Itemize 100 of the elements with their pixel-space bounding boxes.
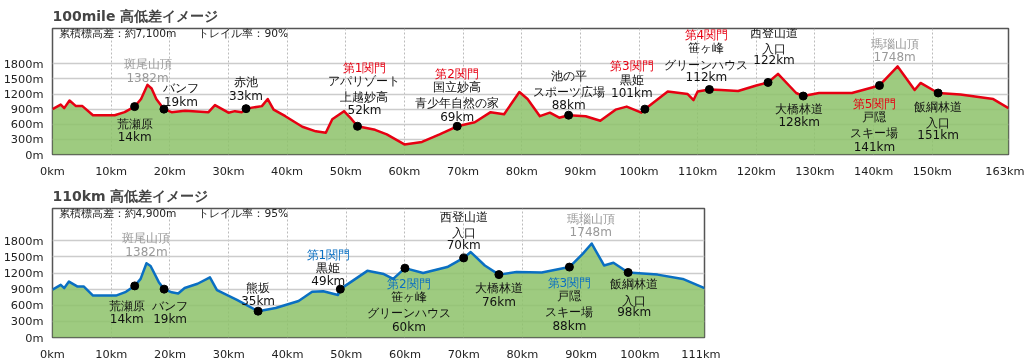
annotation: 1382m [125,245,168,260]
annotation: 88km [552,319,587,334]
annotation: 52km [347,103,382,118]
x-tick-label: 163km [985,163,1024,178]
point [352,121,362,131]
point [763,77,773,87]
point [933,88,943,98]
annotation: 黒姫 [316,261,341,276]
annotation: 瑪瑙山頂 [870,37,919,52]
x-tick-label: 70km [447,346,480,361]
annotation: 赤池 [234,74,259,89]
annotation: 101km [611,86,653,101]
x-tick-label: 111km [681,346,721,361]
annotation: 35km [241,294,276,309]
point [130,102,140,112]
annotation: 笹ヶ峰グリーンハウス [664,41,749,72]
annotation: 斑尾山頂 [123,56,172,71]
x-tick-label: 90km [565,346,598,361]
annotation: 33km [229,88,264,103]
x-tick-label: 130km [795,163,835,178]
annotation: 151km [917,128,959,143]
x-tick-label: 60km [388,346,421,361]
chart-title: 100mile 高低差イメージ [52,7,219,24]
annotation: 西登山道入口 [439,209,488,240]
point [494,270,504,280]
annotation: 70km [446,237,481,252]
annotation: 49km [311,274,346,289]
x-tick-label: 0km [40,346,65,361]
x-tick-label: 80km [506,346,539,361]
point [159,284,169,294]
y-tick-label: 1800m [3,233,44,248]
annotation: 76km [481,294,516,309]
annotation: 熊坂 [246,281,271,296]
point [130,281,140,291]
annotation: 黒姫 [619,73,644,88]
x-tick-label: 90km [564,163,597,178]
x-tick-label: 20km [153,163,186,178]
x-tick-label: 100km [620,346,660,361]
annotation: 14km [117,129,152,144]
point [459,253,469,263]
y-tick-label: 600m [10,117,44,132]
point [623,267,633,277]
annotation: 14km [109,311,144,326]
annotation: 大橋林道 [474,280,523,295]
x-tick-label: 80km [505,163,538,178]
point [335,284,345,294]
x-tick-label: 70km [447,163,480,178]
y-tick-label: 0m [25,147,44,162]
annotation: 大橋林道 [775,102,824,117]
y-tick-label: 900m [10,102,44,117]
annotation: アパリゾート上越妙高 [328,74,401,105]
annotation: 19km [163,95,198,110]
y-tick-label: 1500m [3,71,44,86]
point [253,306,263,316]
annotation: 飯綱林道入口 [914,99,963,131]
x-tick-label: 50km [330,346,363,361]
x-tick-label: 50km [329,163,362,178]
annotation: 第1関門 [342,61,387,76]
annotation: 国立妙高青少年自然の家 [415,80,500,111]
annotation: 瑪瑙山頂 [566,211,615,226]
x-tick-label: 0km [40,163,65,178]
point [798,91,808,101]
point [564,262,574,272]
x-tick-label: 30km [212,163,245,178]
annotation: 第2関門 [387,277,431,292]
y-tick-label: 1800m [3,56,44,71]
y-tick-label: 300m [10,314,44,329]
point [452,121,462,131]
annotation: 60km [391,320,426,335]
x-tick-label: 60km [388,163,421,178]
point [564,110,574,120]
annotation: 141km [853,140,896,155]
annotation: 第4関門 [684,28,729,43]
point [241,104,251,114]
x-tick-label: 40km [271,346,304,361]
annotation: 戸隠スキー場 [545,289,594,320]
y-tick-label: 300m [10,132,44,147]
annotation: 池の平スポーツ広場 [532,69,605,100]
x-tick-label: 30km [212,346,245,361]
point [400,263,410,273]
x-tick-label: 20km [153,346,186,361]
annotation: 第3関門 [547,276,592,291]
annotation: 122km [753,53,795,68]
annotation: 98km [617,305,652,320]
x-tick-label: 10km [95,346,128,361]
point [704,84,714,94]
annotation: 19km [153,312,188,327]
annotation: 第1関門 [306,248,351,263]
annotation: 69km [440,110,475,125]
annotation: 128km [778,115,820,130]
annotation: 戸隠スキー場 [850,110,899,141]
y-tick-label: 0m [25,330,44,345]
annotation: バンフ [151,299,189,314]
x-tick-label: 140km [854,163,894,178]
annotation: 1748m [873,50,916,65]
annotation: 荒瀬原 [116,116,153,131]
point [640,104,650,114]
annotation: 第5関門 [852,97,897,112]
annotation: 1748m [569,224,612,239]
chart-title: 110km 高低差イメージ [52,187,209,204]
